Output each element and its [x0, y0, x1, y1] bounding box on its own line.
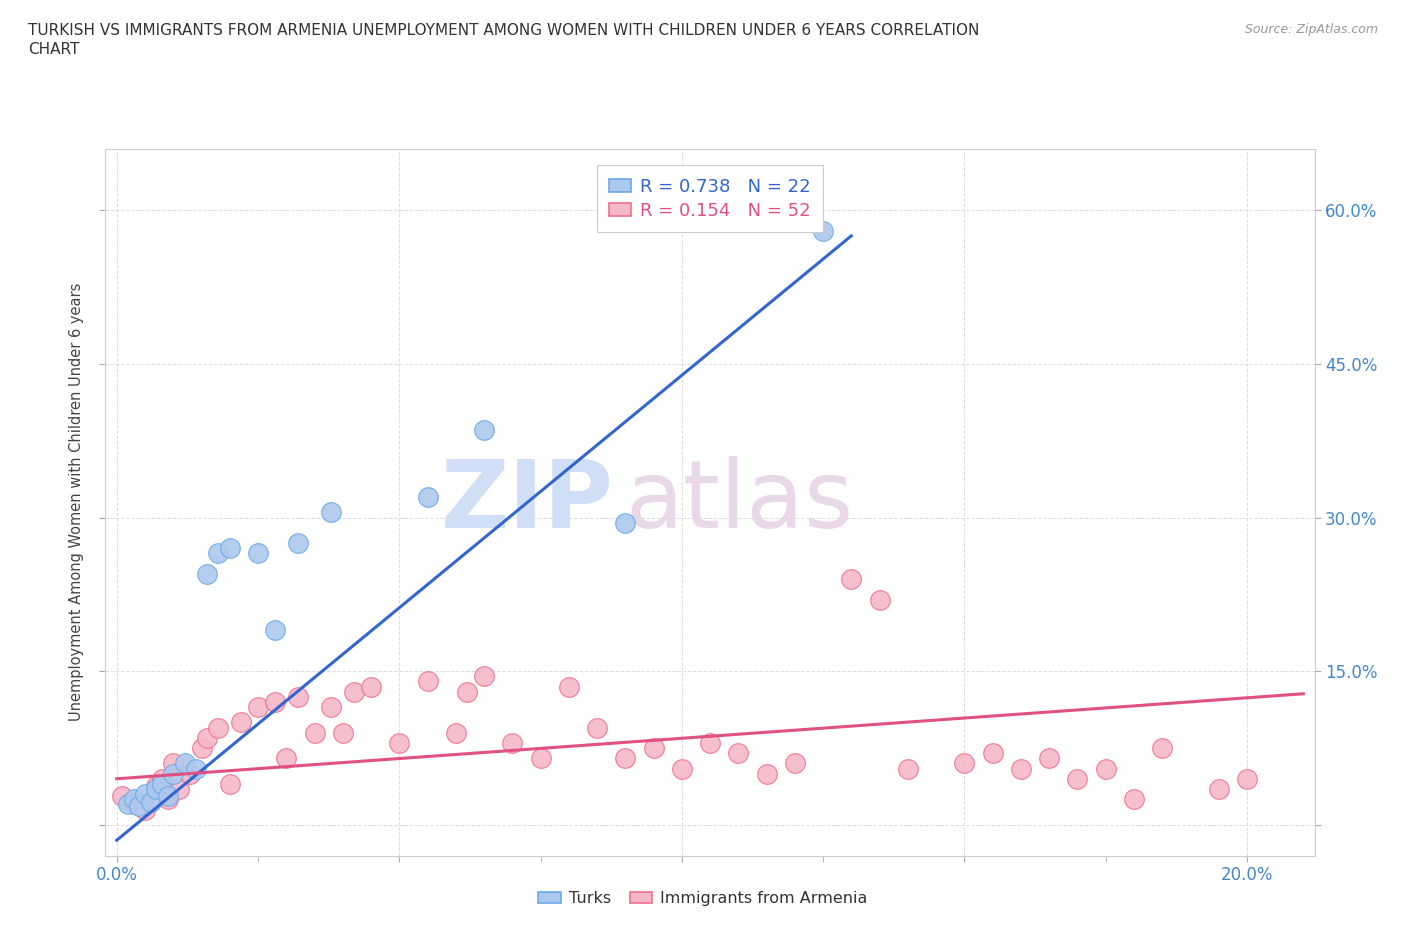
Point [981, 746, 1004, 761]
Point [195, 566, 218, 581]
Point [332, 725, 354, 740]
Point [111, 789, 134, 804]
Text: atlas: atlas [626, 457, 853, 548]
Y-axis label: Unemployment Among Women with Children Under 6 years: Unemployment Among Women with Children U… [69, 283, 84, 722]
Point [321, 699, 343, 714]
Point [614, 751, 637, 765]
Text: TURKISH VS IMMIGRANTS FROM ARMENIA UNEMPLOYMENT AMONG WOMEN WITH CHILDREN UNDER : TURKISH VS IMMIGRANTS FROM ARMENIA UNEMP… [28, 23, 980, 38]
Point [190, 740, 212, 755]
Legend: Turks, Immigrants from Armenia: Turks, Immigrants from Armenia [531, 885, 875, 912]
Point [218, 541, 240, 556]
Point [416, 674, 439, 689]
Point [150, 771, 173, 786]
Point [1122, 791, 1144, 806]
Point [287, 536, 309, 551]
Point [173, 756, 195, 771]
Point [501, 736, 523, 751]
Point [1208, 781, 1230, 796]
Point [1010, 761, 1032, 776]
Point [162, 766, 184, 781]
Point [134, 802, 156, 817]
Point [122, 797, 145, 812]
Point [897, 761, 920, 776]
Point [156, 789, 179, 804]
Point [195, 730, 218, 745]
Point [586, 720, 609, 735]
Point [276, 751, 298, 765]
Point [699, 736, 721, 751]
Point [811, 223, 834, 238]
Point [117, 797, 139, 812]
Point [247, 546, 270, 561]
Point [529, 751, 551, 765]
Point [388, 736, 411, 751]
Point [343, 684, 366, 699]
Point [264, 623, 287, 638]
Text: ZIP: ZIP [440, 457, 613, 548]
Point [416, 489, 439, 504]
Point [145, 781, 167, 796]
Point [128, 799, 150, 814]
Point [167, 781, 190, 796]
Point [472, 669, 495, 684]
Point [755, 766, 778, 781]
Point [156, 791, 179, 806]
Point [1038, 751, 1060, 765]
Point [727, 746, 749, 761]
Point [1066, 771, 1088, 786]
Point [839, 572, 862, 587]
Point [287, 689, 309, 704]
Text: CHART: CHART [28, 42, 80, 57]
Point [360, 679, 382, 694]
Point [558, 679, 581, 694]
Point [162, 756, 184, 771]
Point [218, 777, 240, 791]
Point [444, 725, 467, 740]
Point [614, 515, 637, 530]
Point [247, 699, 270, 714]
Legend: R = 0.738   N = 22, R = 0.154   N = 52: R = 0.738 N = 22, R = 0.154 N = 52 [596, 165, 824, 232]
Point [229, 715, 252, 730]
Point [150, 777, 173, 791]
Point [456, 684, 478, 699]
Point [869, 592, 891, 607]
Point [122, 791, 145, 806]
Point [179, 766, 201, 781]
Point [139, 795, 162, 810]
Point [1236, 771, 1258, 786]
Point [783, 756, 806, 771]
Point [264, 695, 287, 710]
Point [472, 423, 495, 438]
Point [207, 720, 229, 735]
Point [207, 546, 229, 561]
Point [643, 740, 665, 755]
Text: Source: ZipAtlas.com: Source: ZipAtlas.com [1244, 23, 1378, 36]
Point [671, 761, 693, 776]
Point [184, 761, 207, 776]
Point [321, 505, 343, 520]
Point [304, 725, 326, 740]
Point [145, 778, 167, 793]
Point [953, 756, 976, 771]
Point [1094, 761, 1116, 776]
Point [134, 787, 156, 802]
Point [1150, 740, 1173, 755]
